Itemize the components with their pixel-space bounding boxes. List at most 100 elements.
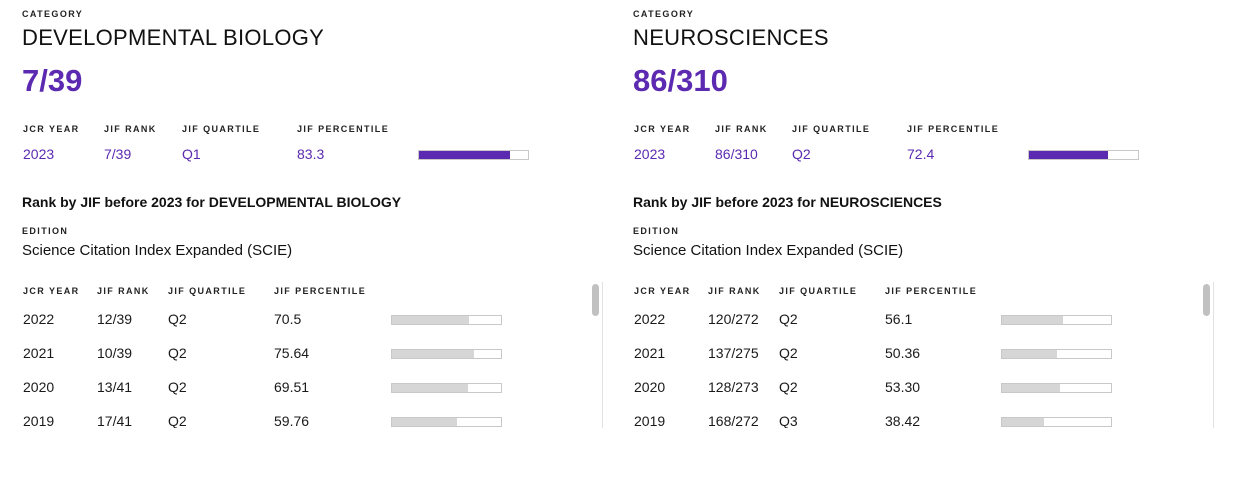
- percentile-bar-fill: [392, 384, 468, 392]
- row-percentile-bar: [391, 383, 502, 393]
- table-row: 2022 120/272 Q2 56.1: [634, 311, 1194, 329]
- row-percentile: 38.42: [885, 413, 921, 428]
- header-jif-percentile: JIF PERCENTILE: [907, 124, 1000, 134]
- header-jif-percentile: JIF PERCENTILE: [297, 124, 390, 134]
- current-percentile-bar: [1028, 150, 1139, 160]
- header-jcr-year: JCR YEAR: [23, 124, 80, 134]
- scroll-thumb[interactable]: [1203, 284, 1210, 316]
- category-rank: 86/310: [633, 63, 728, 98]
- table-row: 2019 168/272 Q3 38.42: [634, 413, 1194, 428]
- row-percentile: 70.5: [274, 311, 302, 327]
- scroll-thumb[interactable]: [592, 284, 599, 316]
- header-jif-quartile: JIF QUARTILE: [792, 124, 871, 134]
- current-quartile: Q2: [792, 146, 811, 162]
- row-year: 2020: [634, 379, 666, 395]
- header-jif-rank: JIF RANK: [708, 286, 761, 296]
- row-percentile-bar: [391, 349, 502, 359]
- table-row: 2022 12/39 Q2 70.5: [23, 311, 583, 329]
- row-year: 2021: [23, 345, 55, 361]
- row-quartile: Q2: [779, 345, 798, 361]
- percentile-bar-fill: [1002, 316, 1064, 324]
- row-rank: 10/39: [97, 345, 133, 361]
- row-rank: 120/272: [708, 311, 759, 327]
- row-quartile: Q2: [779, 311, 798, 327]
- header-jif-rank: JIF RANK: [715, 124, 768, 134]
- row-percentile: 53.30: [885, 379, 921, 395]
- table-row: 2019 17/41 Q2 59.76: [23, 413, 583, 428]
- header-jif-percentile: JIF PERCENTILE: [274, 286, 367, 296]
- percentile-bar-fill: [392, 418, 458, 426]
- row-quartile: Q2: [779, 379, 798, 395]
- row-percentile-bar: [1001, 315, 1112, 325]
- category-name: NEUROSCIENCES: [633, 25, 829, 50]
- current-year: 2023: [23, 146, 55, 162]
- history-header-row: JCR YEAR JIF RANK JIF QUARTILE JIF PERCE…: [23, 286, 583, 298]
- category-rank: 7/39: [22, 63, 83, 98]
- header-jif-quartile: JIF QUARTILE: [779, 286, 858, 296]
- edition-label: EDITION: [22, 226, 69, 236]
- history-scrollbar[interactable]: [592, 282, 600, 428]
- row-year: 2019: [634, 413, 666, 428]
- row-percentile-bar: [391, 417, 502, 427]
- edition-name: Science Citation Index Expanded (SCIE): [22, 242, 293, 259]
- row-rank: 17/41: [97, 413, 133, 428]
- row-percentile-bar: [1001, 383, 1112, 393]
- header-jif-rank: JIF RANK: [97, 286, 150, 296]
- current-rank: 7/39: [104, 146, 132, 162]
- header-jif-rank: JIF RANK: [104, 124, 157, 134]
- row-year: 2020: [23, 379, 55, 395]
- category-label: CATEGORY: [22, 9, 84, 19]
- table-row: 2021 137/275 Q2 50.36: [634, 345, 1194, 363]
- table-row: 2021 10/39 Q2 75.64: [23, 345, 583, 363]
- current-year: 2023: [634, 146, 666, 162]
- header-jcr-year: JCR YEAR: [23, 286, 80, 296]
- row-year: 2022: [23, 311, 55, 327]
- percentile-bar-fill: [1002, 418, 1044, 426]
- row-year: 2022: [634, 311, 666, 327]
- history-table[interactable]: JCR YEAR JIF RANK JIF QUARTILE JIF PERCE…: [22, 282, 603, 428]
- table-row: 2020 128/273 Q2 53.30: [634, 379, 1194, 397]
- row-rank: 12/39: [97, 311, 133, 327]
- category-panel-neurosciences: CATEGORY NEUROSCIENCES 86/310 JCR YEAR J…: [633, 0, 1223, 430]
- header-jif-quartile: JIF QUARTILE: [182, 124, 261, 134]
- current-percentile: 83.3: [297, 146, 325, 162]
- percentile-bar-fill: [392, 316, 469, 324]
- row-percentile: 56.1: [885, 311, 913, 327]
- row-rank: 137/275: [708, 345, 759, 361]
- row-percentile-bar: [1001, 417, 1112, 427]
- header-jif-percentile: JIF PERCENTILE: [885, 286, 978, 296]
- row-rank: 128/273: [708, 379, 759, 395]
- row-percentile: 50.36: [885, 345, 921, 361]
- history-title: Rank by JIF before 2023 for NEUROSCIENCE…: [633, 194, 942, 210]
- header-jcr-year: JCR YEAR: [634, 286, 691, 296]
- row-percentile-bar: [1001, 349, 1112, 359]
- history-scrollbar[interactable]: [1203, 282, 1211, 428]
- row-quartile: Q2: [168, 345, 187, 361]
- row-year: 2021: [634, 345, 666, 361]
- history-header-row: JCR YEAR JIF RANK JIF QUARTILE JIF PERCE…: [634, 286, 1194, 298]
- percentile-bar-fill: [419, 151, 510, 159]
- percentile-bar-fill: [1029, 151, 1108, 159]
- current-rank: 86/310: [715, 146, 758, 162]
- row-quartile: Q2: [168, 379, 187, 395]
- percentile-bar-fill: [1002, 384, 1061, 392]
- category-name: DEVELOPMENTAL BIOLOGY: [22, 25, 325, 50]
- row-quartile: Q3: [779, 413, 798, 428]
- edition-name: Science Citation Index Expanded (SCIE): [633, 242, 904, 259]
- edition-label: EDITION: [633, 226, 680, 236]
- table-row: 2020 13/41 Q2 69.51: [23, 379, 583, 397]
- row-percentile: 75.64: [274, 345, 310, 361]
- header-jcr-year: JCR YEAR: [634, 124, 691, 134]
- percentile-bar-fill: [1002, 350, 1057, 358]
- history-title: Rank by JIF before 2023 for DEVELOPMENTA…: [22, 194, 402, 210]
- row-percentile: 69.51: [274, 379, 310, 395]
- history-table[interactable]: JCR YEAR JIF RANK JIF QUARTILE JIF PERCE…: [633, 282, 1214, 428]
- header-jif-quartile: JIF QUARTILE: [168, 286, 247, 296]
- percentile-bar-fill: [392, 350, 475, 358]
- row-rank: 13/41: [97, 379, 133, 395]
- row-quartile: Q2: [168, 311, 187, 327]
- category-panel-developmental-biology: CATEGORY DEVELOPMENTAL BIOLOGY 7/39 JCR …: [22, 0, 612, 430]
- current-percentile-bar: [418, 150, 529, 160]
- row-percentile-bar: [391, 315, 502, 325]
- current-percentile: 72.4: [907, 146, 935, 162]
